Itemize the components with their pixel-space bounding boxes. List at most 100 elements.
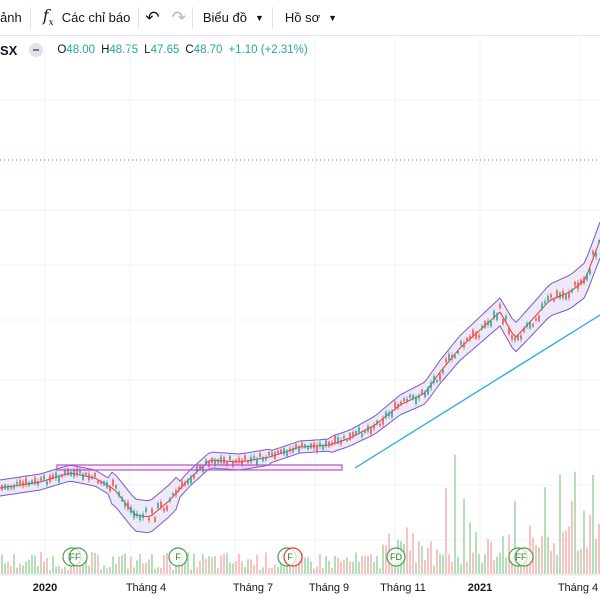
candle-body	[241, 459, 243, 465]
candle-body	[52, 474, 54, 478]
event-marker-label: FF	[516, 552, 527, 562]
event-marker-icon[interactable]	[514, 547, 534, 567]
volume-bar	[238, 553, 240, 574]
volume-bar	[196, 567, 198, 574]
candle-body	[577, 282, 579, 289]
candle-body	[583, 277, 585, 284]
volume-bar	[184, 561, 186, 574]
candle-body	[274, 452, 276, 459]
candle-body	[91, 476, 93, 479]
candle-body	[208, 461, 210, 467]
volume-bar	[301, 552, 303, 574]
volume-bar	[493, 560, 495, 574]
price-chart[interactable]: FF F F FD FF 2020 Tháng 4 Tháng 7 Tháng 9 Tháng …	[0, 35, 600, 600]
candle-body	[331, 442, 333, 445]
volume-bar	[172, 569, 174, 574]
volume-bar	[157, 567, 159, 574]
volume-bar	[499, 552, 501, 574]
candle-body	[286, 450, 288, 457]
candle-body	[154, 517, 156, 522]
volume-bar	[91, 552, 93, 574]
volume-bar	[334, 555, 336, 574]
candle-body	[424, 391, 426, 397]
volume-bar	[514, 500, 516, 574]
volume-bar	[286, 559, 288, 574]
candle-body	[418, 395, 420, 399]
indicators-button[interactable]: fx Các chỉ báo	[31, 0, 139, 35]
candle-body	[445, 359, 447, 363]
candle-body	[568, 292, 570, 298]
volume-bar	[511, 557, 513, 574]
candle-body	[184, 482, 186, 486]
volume-bar	[268, 568, 270, 574]
volume-bar	[160, 568, 162, 574]
volume-bar	[418, 541, 420, 574]
volume-bar	[163, 555, 165, 574]
volume-bar	[415, 562, 417, 574]
candle-body	[403, 398, 405, 402]
volume-bar	[175, 565, 177, 574]
redo-button[interactable]: ↷	[166, 0, 192, 35]
candle-body	[325, 440, 327, 447]
candle-body	[145, 508, 147, 512]
volume-bar	[571, 500, 573, 574]
candle-body	[505, 316, 507, 320]
volume-bar	[457, 556, 459, 574]
candle-body	[88, 474, 90, 481]
volume-bar	[343, 559, 345, 574]
candle-body	[97, 480, 99, 484]
candle-body	[61, 474, 63, 477]
volume-bar	[148, 559, 150, 574]
candle-body	[514, 337, 516, 341]
chevron-down-icon: ▼	[254, 12, 264, 23]
event-marker-icon[interactable]	[283, 547, 303, 567]
volume-bar	[502, 536, 504, 574]
candle-body	[1, 485, 3, 490]
candle-body	[463, 342, 465, 348]
volume-bar	[583, 510, 585, 574]
candle-body	[115, 485, 117, 489]
candle-body	[391, 411, 393, 418]
volume-bar	[121, 555, 123, 574]
symbol-name[interactable]: SX	[0, 42, 18, 58]
candle-body	[379, 423, 381, 426]
undo-button[interactable]: ↶	[139, 0, 165, 35]
candle-body	[496, 313, 498, 321]
candle-body	[196, 466, 198, 472]
candle-body	[526, 323, 528, 327]
volume-bar	[328, 561, 330, 574]
toolbar-partial-item[interactable]: ảnh	[0, 0, 30, 35]
bollinger-lower-band	[0, 257, 600, 534]
volume-bar	[439, 553, 441, 574]
candle-body	[304, 444, 306, 448]
collapse-legend-icon[interactable]	[29, 43, 44, 57]
candle-body	[280, 449, 282, 453]
chart-menu-button[interactable]: Biểu đồ ▼	[193, 0, 272, 35]
candle-body	[103, 481, 105, 486]
candle-body	[58, 476, 60, 483]
trend-line-drawing[interactable]	[354, 314, 600, 469]
volume-bar	[463, 498, 465, 574]
volume-bar	[541, 535, 543, 574]
candle-body	[4, 484, 6, 490]
volume-bar	[64, 567, 66, 574]
event-marker-icon[interactable]	[68, 547, 88, 567]
volume-bar	[259, 569, 261, 574]
volume-bar	[226, 553, 228, 574]
volume-bar	[118, 556, 120, 574]
candle-body	[19, 480, 21, 485]
event-marker-icon[interactable]	[168, 547, 188, 567]
undo-icon: ↶	[145, 7, 160, 27]
rectangle-drawing[interactable]	[56, 464, 343, 471]
candle-body	[529, 321, 531, 329]
candle-body	[289, 448, 291, 452]
candle-body	[247, 460, 249, 463]
candle-body	[7, 485, 9, 490]
profile-menu-button[interactable]: Hồ sơ ▼	[273, 0, 345, 35]
volume-bar	[586, 547, 588, 574]
candle-body	[361, 433, 363, 437]
volume-bar	[385, 545, 387, 574]
candle-body	[535, 318, 537, 321]
candle-body	[127, 502, 129, 509]
event-marker-icon[interactable]	[386, 547, 406, 567]
